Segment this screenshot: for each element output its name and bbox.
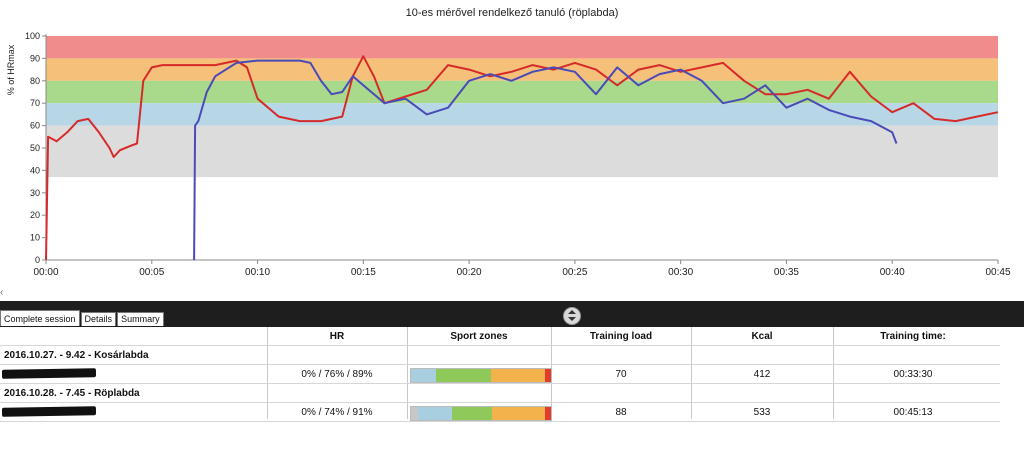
session-title-row[interactable]: 2016.10.27. - 9.42 - Kosárlabda — [0, 346, 1024, 365]
hr-zone-band — [46, 36, 998, 59]
y-axis-label: % of HRmax — [6, 44, 16, 95]
zone-segment — [451, 407, 493, 420]
table-row[interactable]: 0% / 74% / 91% 88 533 00:45:13 — [0, 403, 1024, 422]
training-time-value: 00:45:13 — [893, 407, 933, 418]
header-training-load: Training load — [589, 331, 653, 342]
zone-segment — [418, 407, 452, 420]
zone-segment — [411, 369, 437, 382]
y-tick-label: 40 — [30, 165, 40, 175]
zone-segment — [492, 407, 546, 420]
y-tick-label: 20 — [30, 210, 40, 220]
header-kcal: Kcal — [751, 331, 773, 342]
sport-zones-bar — [410, 406, 552, 421]
training-load-value: 88 — [615, 407, 627, 418]
session-name: 2016.10.27. - 9.42 - Kosárlabda — [4, 350, 149, 361]
column-divider — [407, 327, 408, 419]
sessions-table: HR Sport zones Training load Kcal Traini… — [0, 327, 1024, 450]
table-header-row: HR Sport zones Training load Kcal Traini… — [0, 327, 1024, 346]
x-tick-label: 00:05 — [139, 267, 164, 278]
x-tick-label: 00:25 — [562, 267, 587, 278]
x-tick-label: 00:15 — [351, 267, 376, 278]
expand-collapse-icon[interactable] — [563, 307, 581, 325]
session-title-row[interactable]: 2016.10.28. - 7.45 - Röplabda — [0, 384, 1024, 403]
y-tick-label: 60 — [30, 121, 40, 131]
y-tick-label: 70 — [30, 98, 40, 108]
hr-value: 0% / 74% / 91% — [301, 407, 373, 418]
row-divider — [0, 402, 1000, 403]
hr-zone-band — [46, 125, 998, 178]
x-tick-label: 00:40 — [880, 267, 905, 278]
header-hr: HR — [329, 331, 345, 342]
x-tick-label: 00:45 — [985, 267, 1010, 278]
training-load-value: 70 — [615, 369, 627, 380]
zone-segment — [490, 369, 546, 382]
hr-zone-band — [46, 80, 998, 104]
y-tick-label: 50 — [30, 143, 40, 153]
column-divider — [267, 327, 268, 419]
view-tabs: Complete session Details Summary — [0, 310, 165, 326]
y-tick-label: 0 — [35, 255, 40, 265]
hr-value: 0% / 76% / 89% — [301, 369, 373, 380]
x-tick-label: 00:10 — [245, 267, 270, 278]
series-line-2 — [193, 59, 898, 261]
tab-summary[interactable]: Summary — [117, 312, 164, 326]
y-tick-label: 30 — [30, 188, 40, 198]
row-divider — [0, 345, 1000, 346]
session-name: 2016.10.28. - 7.45 - Röplabda — [4, 388, 140, 399]
tab-details[interactable]: Details — [80, 312, 117, 326]
header-sport-zones: Sport zones — [450, 331, 508, 342]
y-tick-label: 100 — [25, 31, 40, 41]
column-divider — [691, 327, 692, 419]
row-divider — [0, 383, 1000, 384]
zone-segment — [545, 407, 551, 420]
kcal-value: 533 — [753, 407, 771, 418]
kcal-value: 412 — [753, 369, 771, 380]
column-divider — [833, 327, 834, 419]
zone-segment — [436, 369, 491, 382]
y-tick-label: 10 — [30, 233, 40, 243]
hr-zone-band — [46, 103, 998, 126]
row-divider — [0, 421, 1000, 422]
hr-zone-band — [46, 58, 998, 81]
x-tick-label: 00:00 — [33, 267, 58, 278]
redacted-name — [1, 406, 97, 417]
table-row[interactable]: 0% / 76% / 89% 70 412 00:33:30 — [0, 365, 1024, 384]
chart-scroll-arrow-icon[interactable]: ‹ — [0, 287, 4, 298]
x-tick-label: 00:30 — [668, 267, 693, 278]
redacted-name — [1, 368, 97, 379]
zone-segment — [411, 407, 418, 420]
x-tick-label: 00:35 — [774, 267, 799, 278]
chart-title: 10-es mérővel rendelkező tanuló (röplabd… — [406, 7, 619, 19]
zone-segment — [545, 369, 551, 382]
hr-chart-svg: 10-es mérővel rendelkező tanuló (röplabd… — [6, 7, 1011, 278]
sport-zones-bar — [410, 368, 552, 383]
y-tick-label: 80 — [30, 76, 40, 86]
tab-complete-session[interactable]: Complete session — [0, 310, 80, 326]
header-training-time: Training time: — [880, 331, 946, 342]
series-line-1 — [45, 55, 999, 261]
panel-splitter[interactable] — [0, 301, 1024, 327]
row-divider — [0, 364, 1000, 365]
y-tick-label: 90 — [30, 53, 40, 63]
training-time-value: 00:33:30 — [893, 369, 933, 380]
x-tick-label: 00:20 — [457, 267, 482, 278]
hr-chart: 10-es mérővel rendelkező tanuló (röplabd… — [0, 7, 1011, 298]
